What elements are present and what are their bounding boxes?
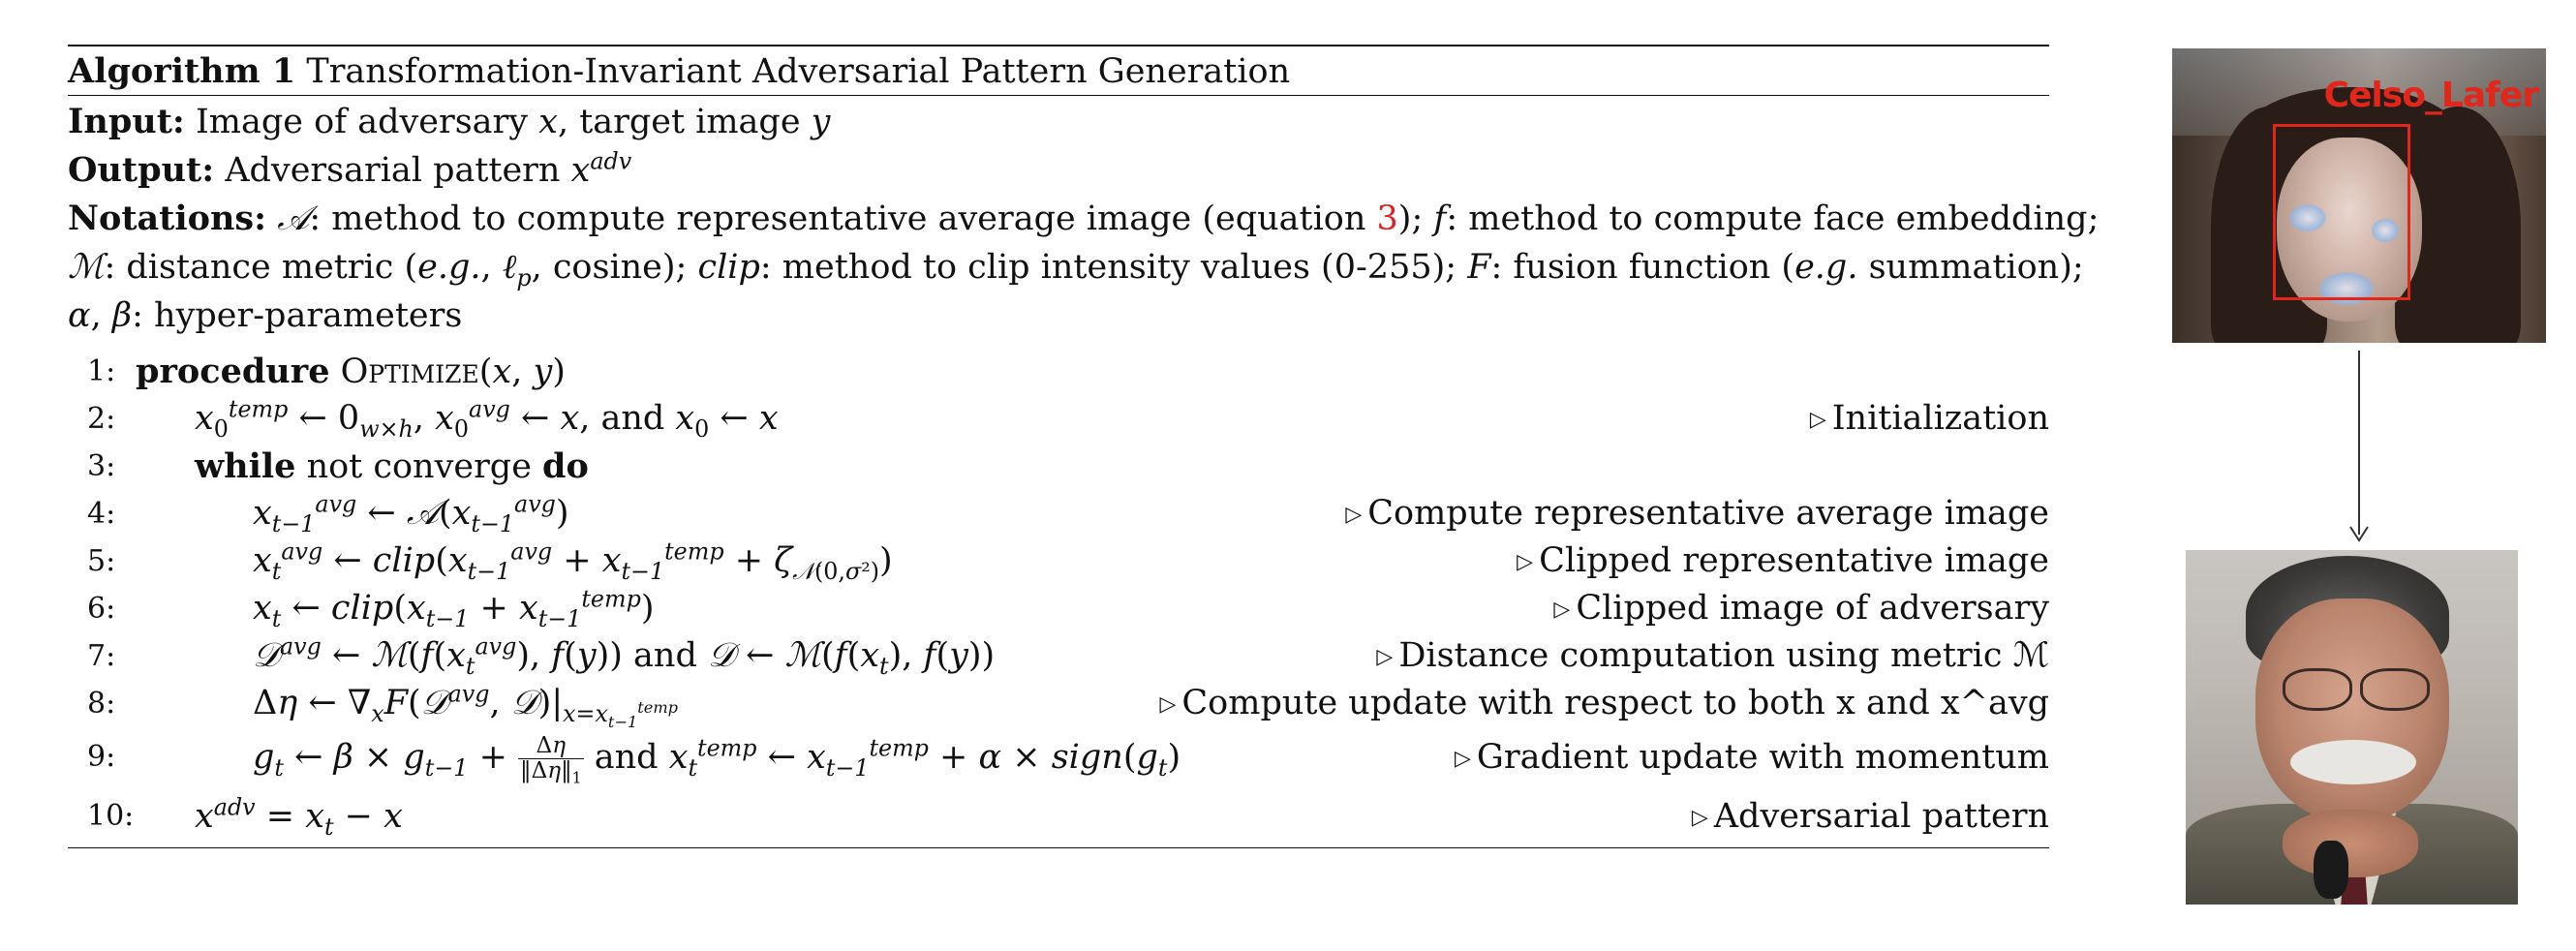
target-face	[2255, 598, 2449, 821]
step-comment: Initialization	[1831, 399, 2049, 438]
step-comment: Adversarial pattern	[1713, 797, 2049, 836]
step-10: 10: xadv = xt − x ▷ Adversarial pattern	[68, 787, 2049, 842]
step-number: 6:	[87, 592, 116, 626]
arrow-line	[2358, 351, 2360, 535]
algorithm-steps: 1: procedure Optimize(x, y) 2: x0temp ← …	[68, 348, 2049, 842]
step-5: 5: xtavg ← clip(xt−1avg + xt−1temp + ζ𝒩(…	[87, 537, 2049, 585]
step-4: 4: xt−1avg ← 𝒜(xt−1avg) ▷ Compute represe…	[87, 490, 2049, 537]
step-comment: Distance computation using metric ℳ	[1398, 636, 2049, 675]
equation-reference-link[interactable]: 3	[1376, 199, 1398, 238]
bottom-rule	[68, 847, 2049, 848]
algorithm-title: Algorithm 1 Transformation-Invariant Adv…	[68, 46, 2049, 95]
input-line: Input: Image of adversary x, target imag…	[68, 102, 831, 141]
step-number: 1:	[87, 354, 116, 388]
title-rule	[68, 95, 2049, 96]
face-detection-box	[2273, 124, 2410, 300]
step-number: 2:	[87, 402, 116, 436]
top-rule	[68, 45, 2049, 46]
step-number: 10:	[87, 799, 135, 833]
step-comment: Clipped image of adversary	[1576, 589, 2049, 628]
step-number: 8:	[87, 687, 116, 721]
arrow-down-icon	[2349, 526, 2369, 542]
step-comment: Gradient update with momentum	[1476, 738, 2049, 777]
adversary-photo: Celso_Lafer	[2172, 48, 2546, 343]
algorithm-block: Algorithm 1 Transformation-Invariant Adv…	[68, 45, 2100, 848]
step-8: 8: Δη ← ∇xF(𝒟avg, 𝒟)|x=xt−1temp ▷ Compute…	[87, 680, 2049, 731]
algorithm-number: Algorithm 1	[68, 51, 296, 91]
notations-line-3: α, β: hyper-parameters	[68, 296, 463, 335]
detection-label: Celso_Lafer	[2323, 76, 2539, 115]
algorithm-name: Transformation-Invariant Adversarial Pat…	[306, 52, 1291, 91]
output-label: Output:	[68, 150, 215, 190]
notations-label: Notations:	[68, 199, 267, 238]
step-3: 3: while not converge do	[68, 443, 2049, 490]
step-9: 9: gt ← β × gt−1 + Δη ‖Δη‖1 and xttemp ← …	[68, 727, 2049, 787]
step-number: 3:	[87, 449, 116, 483]
step-comment: Clipped representative image	[1539, 541, 2049, 580]
step-2: 2: x0temp ← 0w×h, x0avg ← x, and x0 ← x …	[87, 395, 2049, 443]
target-photo	[2186, 550, 2518, 905]
output-line: Output: Adversarial pattern xadv	[68, 147, 632, 190]
step-6: 6: xt ← clip(xt−1 + xt−1temp) ▷ Clipped i…	[87, 585, 2049, 632]
step-number: 9:	[87, 740, 116, 774]
step-comment: Compute representative average image	[1367, 494, 2049, 533]
step-7: 7: 𝒟avg ← ℳ(f(xtavg), f(y)) and 𝒟 ← ℳ(f(…	[87, 632, 2049, 680]
input-label: Input:	[68, 102, 185, 141]
step-comment: Compute update with respect to both x an…	[1181, 684, 2049, 722]
step-number: 5:	[87, 544, 116, 578]
notations-line-2: ℳ: distance metric (e.g., ℓp, cosine); c…	[68, 248, 2084, 291]
step-number: 4:	[87, 497, 116, 531]
step-1: 1: procedure Optimize(x, y)	[68, 348, 2049, 395]
step-number: 7:	[87, 639, 116, 673]
notations-line-1: Notations: 𝒜: method to compute represen…	[68, 199, 2100, 238]
